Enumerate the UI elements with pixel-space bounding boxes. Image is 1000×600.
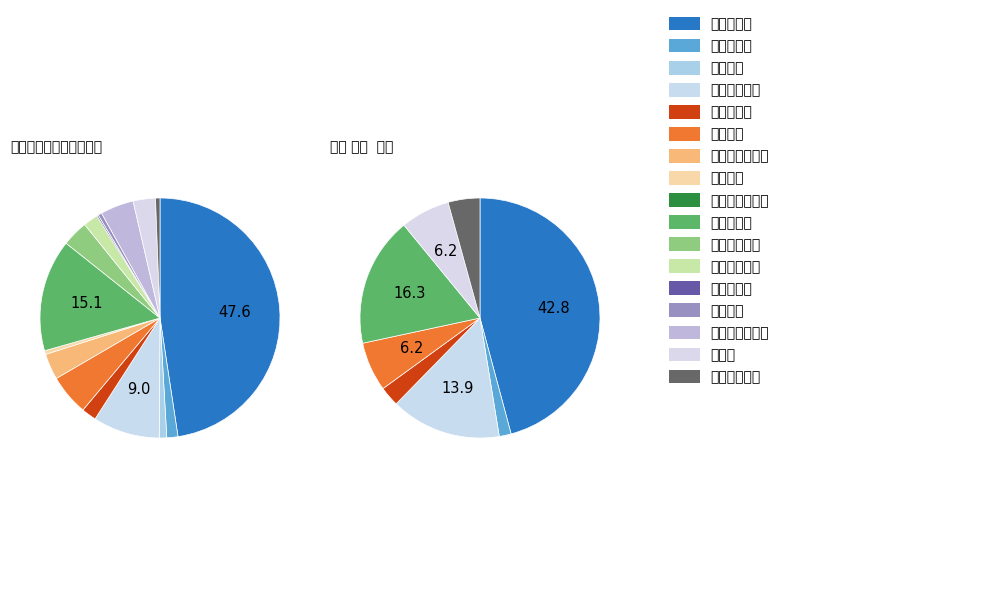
Wedge shape [97, 215, 160, 318]
Wedge shape [46, 318, 160, 379]
Wedge shape [66, 224, 160, 318]
Text: 6.2: 6.2 [400, 341, 424, 356]
Text: 鈴木 大地  選手: 鈴木 大地 選手 [330, 140, 393, 154]
Wedge shape [133, 198, 160, 318]
Text: 13.9: 13.9 [441, 382, 474, 397]
Wedge shape [98, 213, 160, 318]
Text: 6.2: 6.2 [434, 244, 457, 259]
Wedge shape [448, 198, 480, 318]
Wedge shape [363, 318, 480, 389]
Text: 15.1: 15.1 [71, 296, 103, 311]
Text: 47.6: 47.6 [218, 305, 251, 320]
Wedge shape [155, 198, 160, 318]
Wedge shape [102, 201, 160, 318]
Wedge shape [396, 318, 499, 438]
Text: パ・リーグ全プレイヤー: パ・リーグ全プレイヤー [10, 140, 102, 154]
Wedge shape [159, 318, 167, 438]
Text: 16.3: 16.3 [394, 286, 426, 301]
Wedge shape [85, 216, 160, 318]
Wedge shape [40, 243, 160, 351]
Wedge shape [383, 318, 480, 404]
Wedge shape [160, 318, 178, 438]
Wedge shape [480, 318, 511, 436]
Wedge shape [360, 225, 480, 343]
Wedge shape [83, 318, 160, 419]
Wedge shape [160, 198, 280, 437]
Text: 9.0: 9.0 [127, 382, 150, 397]
Wedge shape [95, 318, 160, 438]
Legend: ストレート, ツーシーム, シュート, カットボール, スプリット, フォーク, チェンジアップ, シンカー, 高速スライダー, スライダー, 縦スライダー, : ストレート, ツーシーム, シュート, カットボール, スプリット, フォーク,… [665, 13, 774, 388]
Wedge shape [45, 318, 160, 355]
Wedge shape [480, 198, 600, 434]
Wedge shape [56, 318, 160, 410]
Wedge shape [404, 202, 480, 318]
Text: 42.8: 42.8 [537, 301, 570, 316]
